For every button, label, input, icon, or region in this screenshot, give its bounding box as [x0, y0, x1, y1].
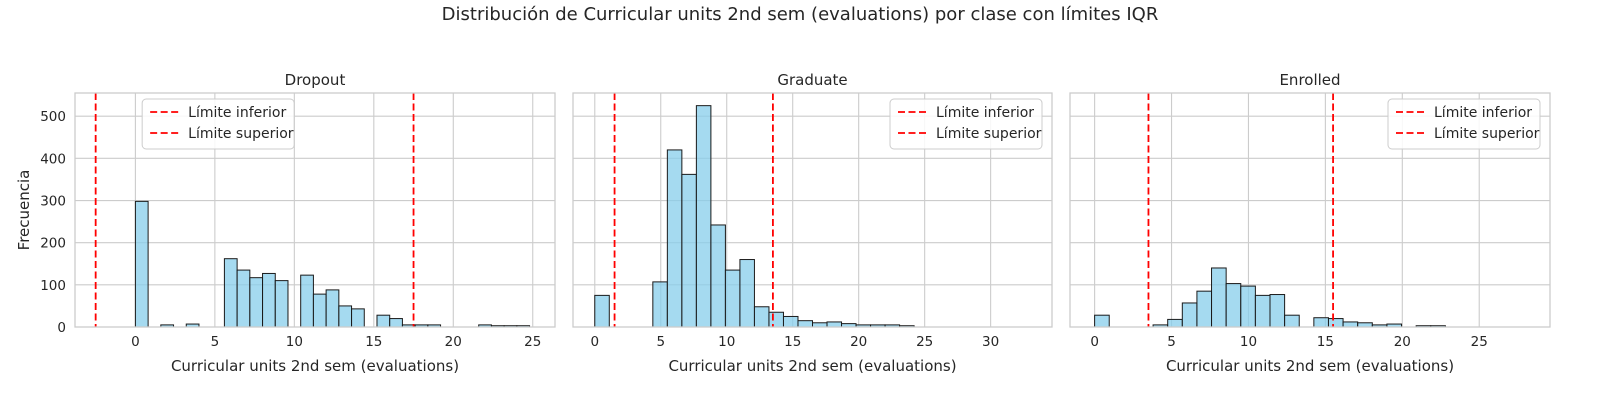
legend-label: Límite superior	[1434, 126, 1540, 142]
x-tick-label: 20	[445, 334, 462, 350]
x-tick-label: 30	[982, 334, 999, 350]
x-tick-label: 15	[1317, 334, 1334, 350]
histogram-bar	[695, 105, 712, 327]
legend: Límite inferior Límite superior	[1387, 98, 1541, 150]
histogram-bar	[652, 281, 668, 327]
panel-title: Dropout	[285, 71, 346, 89]
bars-group	[94, 93, 531, 327]
x-tick-label: 10	[1240, 334, 1257, 350]
panel-title: Enrolled	[1279, 71, 1340, 89]
x-tick-label: 20	[1394, 334, 1411, 350]
histogram-bar	[1313, 317, 1329, 327]
x-tick-label: 15	[365, 334, 382, 350]
legend-label: Límite inferior	[1434, 105, 1532, 121]
legend-label: Límite inferior	[936, 105, 1034, 121]
legend: Límite inferior Límite superior	[141, 98, 295, 150]
axes-frame	[74, 92, 556, 328]
panel-dropout: 0 5 10 15 20 25 0 100 200 300 400 500 Dropout Curricu…	[15, 71, 556, 375]
histogram-bar	[1181, 302, 1198, 327]
histogram-bar	[1240, 285, 1256, 327]
x-tick-label: 5	[656, 334, 665, 350]
x-tick-label: 0	[590, 334, 599, 350]
y-tick-label: 100	[40, 278, 66, 294]
histogram-bar	[325, 289, 340, 327]
x-axis-title: Curricular units 2nd sem (evaluations)	[668, 357, 956, 375]
legend: Límite inferior Límite superior	[889, 98, 1043, 150]
y-tick-label: 300	[40, 194, 66, 210]
x-tick-label: 10	[286, 334, 303, 350]
x-tick-label: 15	[784, 334, 801, 350]
axes-frame	[1069, 92, 1551, 328]
histogram-bar	[1094, 314, 1110, 327]
histogram-bar	[223, 258, 238, 327]
histogram-bar	[1167, 318, 1183, 327]
legend-box	[141, 98, 295, 150]
histogram-bar	[160, 324, 175, 327]
legend-label: Límite inferior	[188, 105, 286, 121]
histogram-bar	[249, 277, 264, 327]
x-tick-label: 20	[850, 334, 867, 350]
y-tick-label: 200	[40, 236, 66, 252]
histogram-bar	[739, 259, 755, 327]
axes-frame	[572, 92, 1053, 328]
histogram-bar	[274, 280, 289, 327]
histogram-bar	[797, 320, 814, 327]
x-axis-title: Curricular units 2nd sem (evaluations)	[1166, 357, 1454, 375]
histogram-bar	[427, 324, 442, 327]
x-tick-label: 5	[1167, 334, 1176, 350]
histogram-bar	[826, 321, 843, 327]
figure-title: Distribución de Curricular units 2nd sem…	[441, 4, 1159, 25]
x-tick-label: 0	[131, 334, 140, 350]
histogram-bar	[681, 173, 697, 327]
panel-enrolled: 0 5 10 15 20 25 Enrolled Curricular units 2nd s…	[1069, 71, 1551, 375]
y-tick-label: 500	[40, 109, 66, 125]
histogram-bar	[1284, 314, 1300, 327]
histogram-bar	[376, 314, 391, 327]
legend-label: Límite superior	[936, 126, 1042, 142]
y-tick-label: 0	[57, 320, 66, 336]
legend-box	[889, 98, 1043, 150]
bars-group	[594, 93, 915, 327]
x-tick-label: 25	[1471, 334, 1488, 350]
histogram-bar	[1225, 283, 1242, 327]
histogram-bar	[1211, 267, 1227, 327]
y-tick-label: 400	[40, 151, 66, 167]
histogram-bar	[351, 308, 365, 327]
x-axis-title: Curricular units 2nd sem (evaluations)	[171, 357, 459, 375]
histogram-bar	[312, 293, 327, 327]
histogram-bar	[300, 274, 314, 327]
histogram-bar	[666, 149, 683, 327]
histogram-bar	[768, 311, 784, 327]
x-tick-label: 25	[524, 334, 541, 350]
x-tick-label: 25	[916, 334, 933, 350]
histogram-bar	[134, 200, 149, 327]
histogram-bar	[1327, 318, 1344, 327]
histogram-bar	[262, 272, 276, 327]
y-axis-title: Frecuencia	[15, 170, 33, 251]
histogram-bar	[338, 305, 353, 327]
histogram-bar	[594, 294, 610, 327]
x-tick-label: 5	[211, 334, 220, 350]
x-tick-label: 0	[1090, 334, 1099, 350]
histogram-bar	[782, 315, 799, 327]
legend-label: Límite superior	[188, 126, 294, 142]
histogram-bar	[1269, 294, 1286, 327]
legend-box	[1387, 98, 1541, 150]
x-tick-label: 10	[718, 334, 735, 350]
histogram-bar	[753, 306, 770, 327]
histogram-bar	[1254, 294, 1271, 327]
histogram-bar	[724, 269, 741, 327]
histogram-bar	[710, 224, 726, 327]
histogram-bar	[1342, 321, 1359, 327]
panel-title: Graduate	[777, 71, 847, 89]
bars-group	[1094, 93, 1446, 327]
histogram-bar	[236, 269, 251, 327]
histogram-bar	[1196, 290, 1213, 327]
histogram-bar	[389, 318, 403, 327]
panel-graduate: 0 5 10 15 20 25 30 Graduate Curricular units 2nd…	[572, 71, 1053, 375]
